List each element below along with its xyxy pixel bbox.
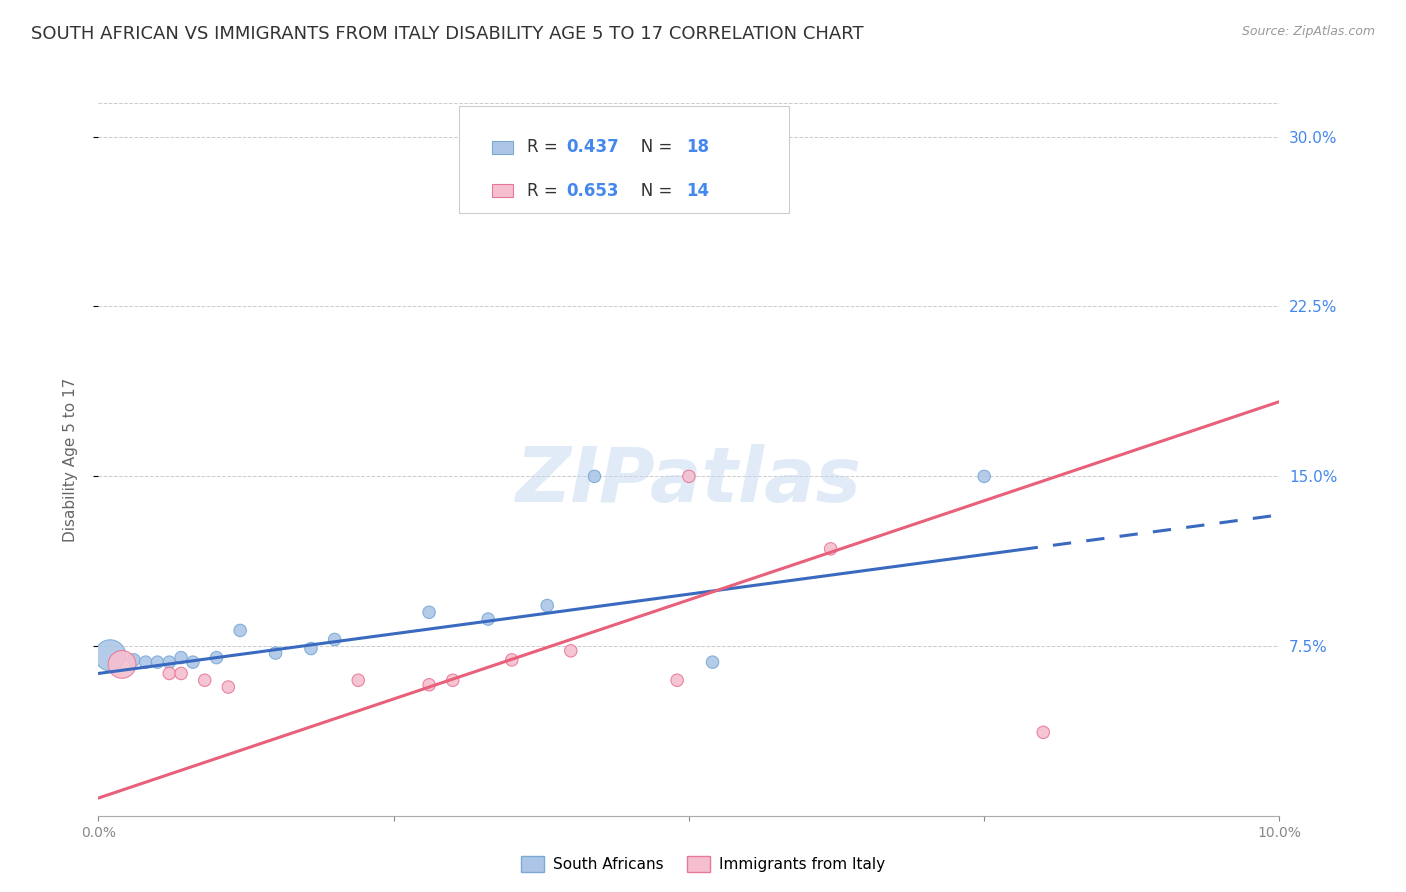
Point (217, 680, 239, 694)
Point (973, 469, 995, 483)
Text: R =: R = (527, 182, 564, 200)
Point (194, 673, 217, 688)
Point (157, 666, 180, 681)
Point (229, 624, 252, 638)
Text: 18: 18 (686, 138, 710, 156)
Text: Source: ZipAtlas.com: Source: ZipAtlas.com (1241, 25, 1375, 38)
Point (536, 599, 558, 613)
Point (135, 655, 157, 669)
Point (111, 657, 134, 672)
Point (205, 650, 228, 665)
FancyBboxPatch shape (458, 106, 789, 213)
Text: SOUTH AFRICAN VS IMMIGRANTS FROM ITALY DISABILITY AGE 5 TO 17 CORRELATION CHART: SOUTH AFRICAN VS IMMIGRANTS FROM ITALY D… (31, 25, 863, 43)
Point (1032, 725, 1054, 739)
Point (477, 612, 499, 626)
Point (666, 673, 689, 688)
Point (299, 641, 322, 656)
Point (560, 644, 582, 658)
Text: ZIPatlas: ZIPatlas (516, 444, 862, 517)
Point (418, 678, 440, 692)
Point (347, 673, 370, 688)
Point (146, 655, 169, 669)
Point (441, 673, 464, 688)
Y-axis label: Disability Age 5 to 17: Disability Age 5 to 17 (63, 377, 77, 541)
Text: 14: 14 (686, 182, 710, 200)
Text: 0.437: 0.437 (567, 138, 619, 156)
Point (678, 469, 700, 483)
Point (170, 666, 193, 681)
Point (418, 605, 440, 619)
Point (501, 653, 523, 667)
Point (323, 632, 346, 647)
Point (583, 469, 606, 483)
FancyBboxPatch shape (492, 185, 513, 197)
Text: N =: N = (626, 138, 678, 156)
Point (264, 646, 287, 660)
Text: N =: N = (626, 182, 678, 200)
Text: R =: R = (527, 138, 564, 156)
Point (122, 653, 145, 667)
Point (181, 655, 204, 669)
Point (820, 541, 842, 556)
Point (157, 655, 180, 669)
Text: 0.653: 0.653 (567, 182, 619, 200)
Point (98, 648, 121, 663)
Point (170, 650, 193, 665)
Legend: South Africans, Immigrants from Italy: South Africans, Immigrants from Italy (513, 848, 893, 880)
Point (702, 655, 724, 669)
FancyBboxPatch shape (492, 141, 513, 153)
